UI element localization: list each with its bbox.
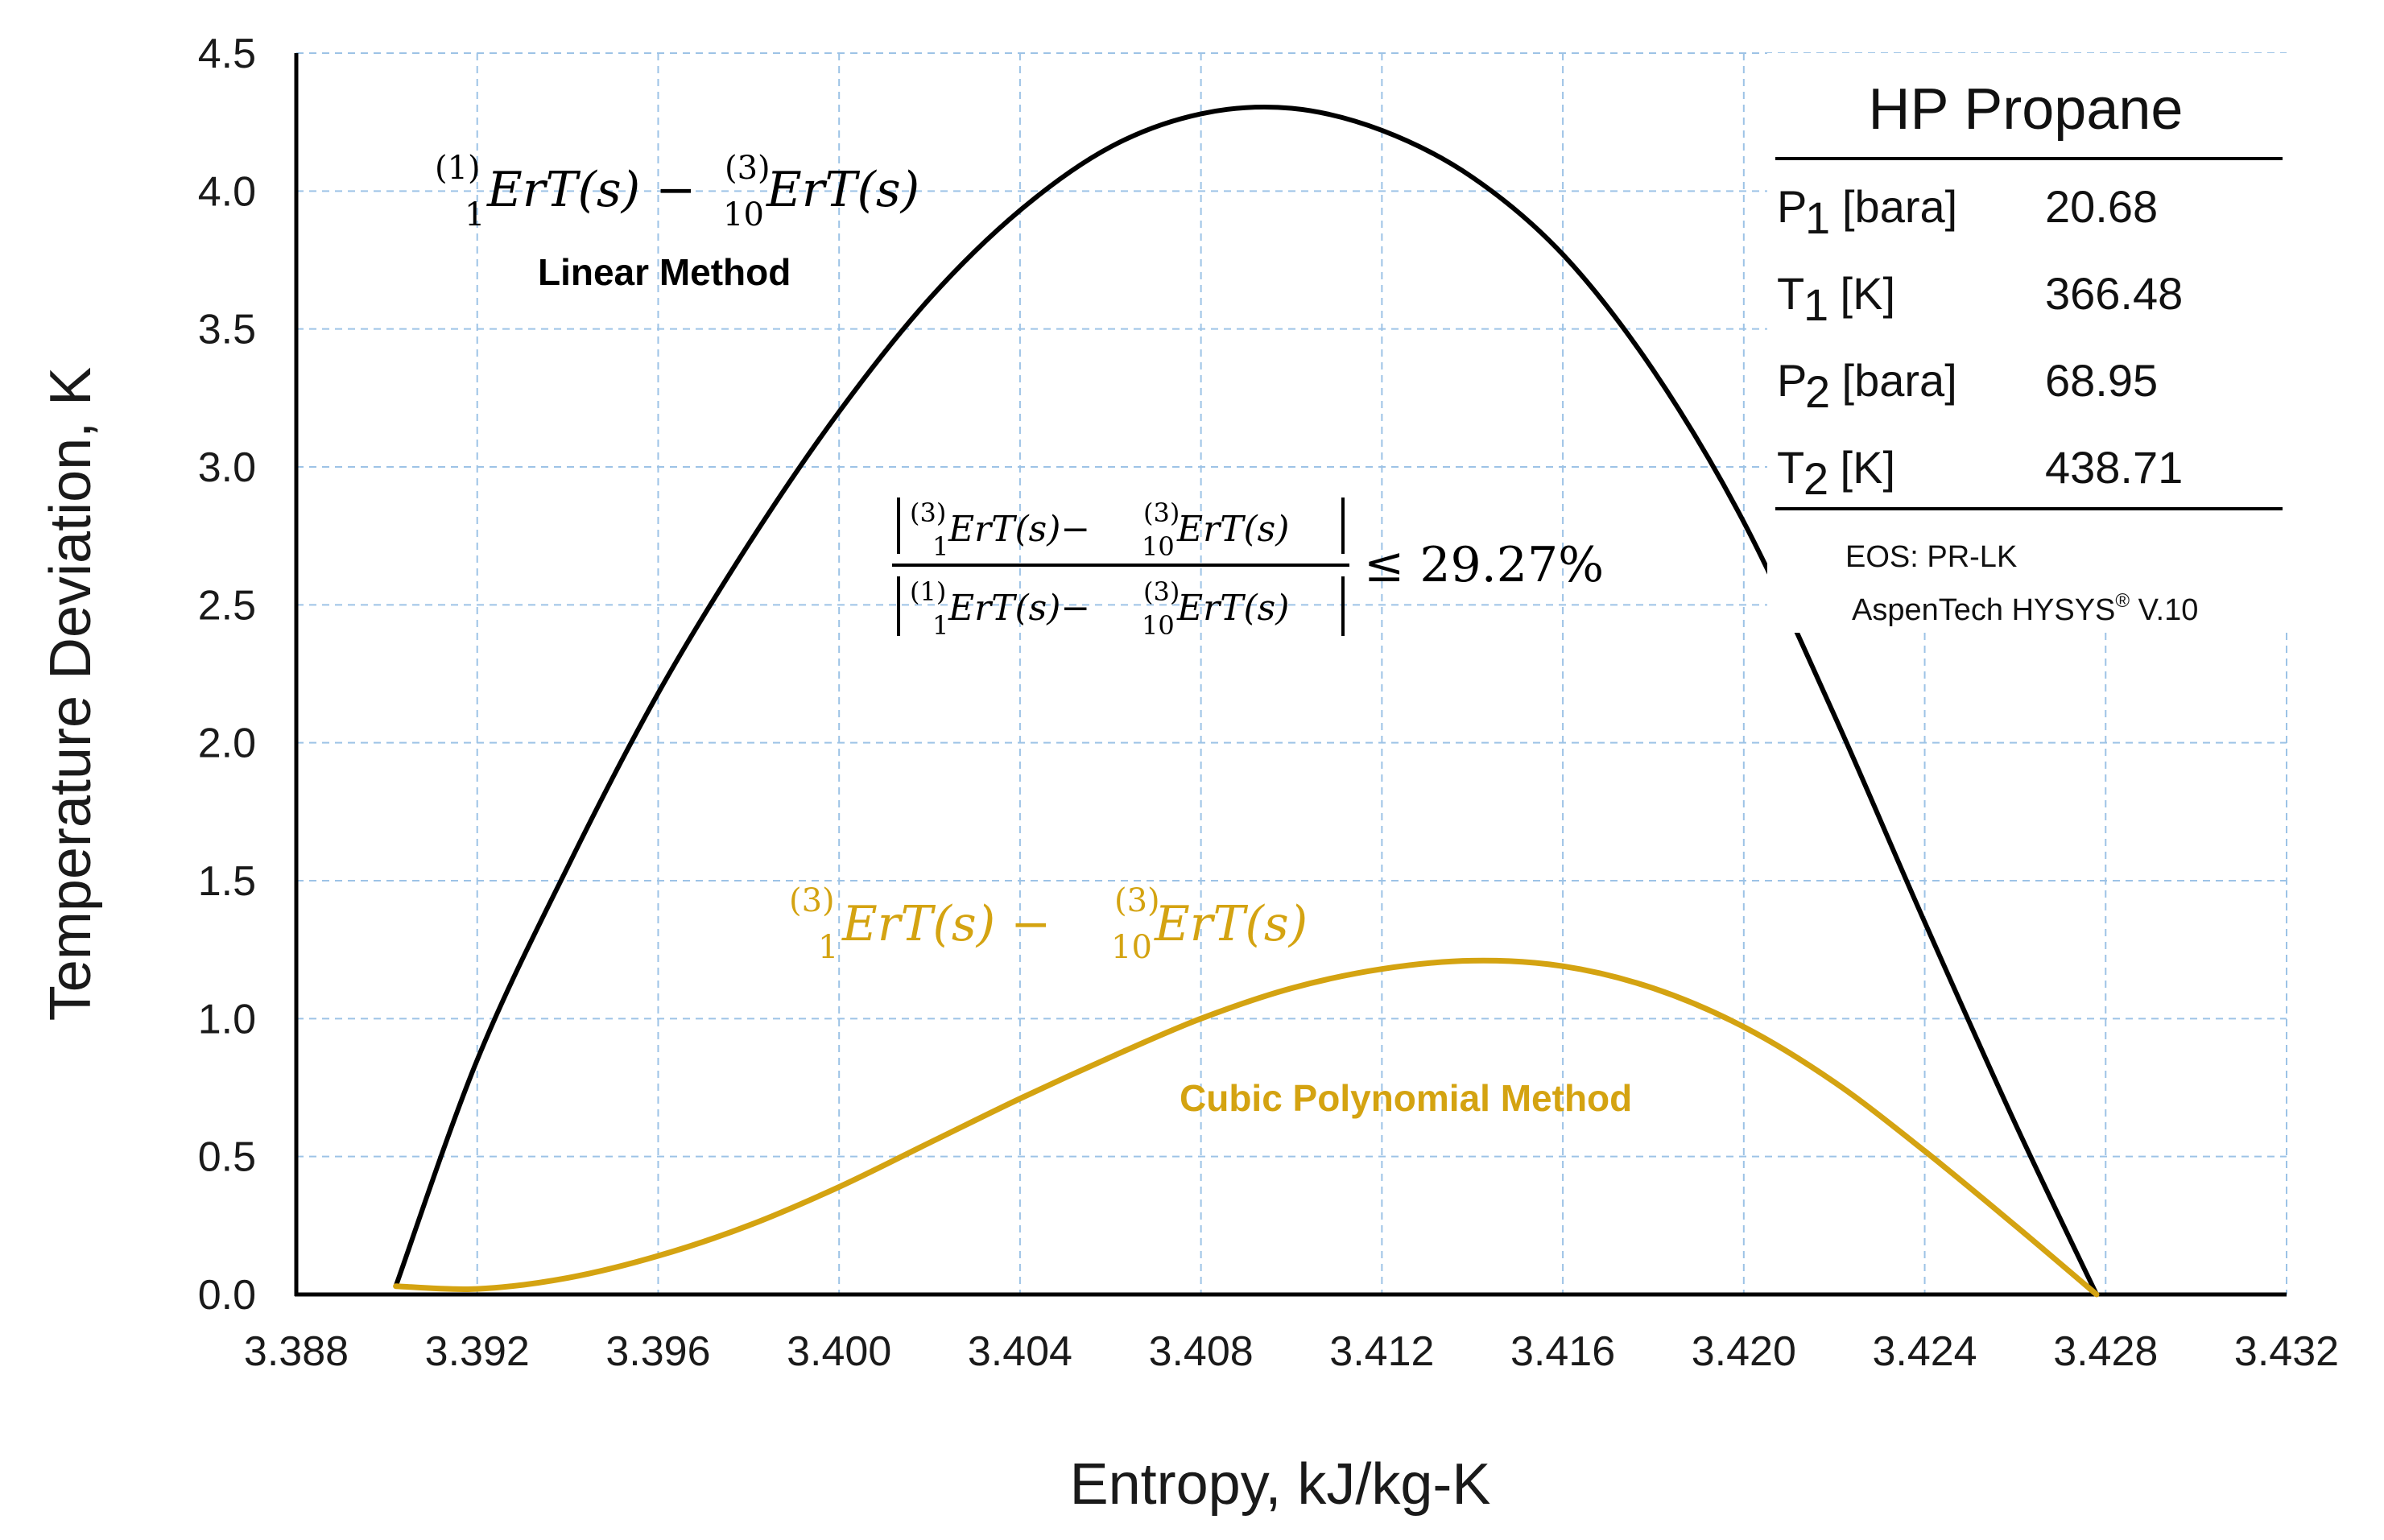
ratio-num-body1: ErT(s)− [948,509,1090,550]
x-tick-label: 3.404 [968,1328,1072,1375]
info-row-p1-unit: [bara] [1842,181,1957,232]
ratio-den-sub1: 1 [932,610,948,641]
y-tick-label: 0.0 [198,1272,256,1319]
info-row-p1: P 1 [bara] 20.68 [1777,181,2158,243]
ratio-expression: (3) 1 ErT(s)− (3) 10 ErT(s) (1) 1 ErT(s)… [892,498,1604,641]
svg-text:(1): (1) [435,150,481,187]
y-tick-label: 3.0 [198,444,256,491]
ratio-num-sub1: 1 [932,531,948,562]
ratio-den-sup1: (1) [910,576,946,607]
info-row-t2-sym: T [1777,442,1804,493]
ratio-num-sub2: 10 [1142,531,1175,562]
cubic-method-label: Cubic Polynomial Method [1180,1077,1632,1119]
y-tick-label: 2.5 [198,582,256,629]
linear-expr-sup1: (1) [435,150,481,187]
svg-text:P: P [1777,181,1807,232]
linear-method-label: Linear Method [538,251,791,293]
cubic-expr-body1: ErT(s) − [841,896,1051,952]
info-row-t1-unit: [K] [1828,268,1895,319]
x-tick-label: 3.400 [787,1328,891,1375]
ratio-num-sup1: (3) [910,498,946,528]
cubic-expr-sup2: (3) [1114,882,1160,919]
info-box-software-name: AspenTech HYSYS [1852,593,2115,627]
info-box: HP Propane P 1 [bara] 20.68 T 1 [K] 366.… [1767,53,2295,633]
y-tick-label: 1.0 [198,996,256,1042]
x-tick-label: 3.416 [1510,1328,1615,1375]
ratio-den-sub2: 10 [1142,610,1175,641]
info-row-t2-sub: 2 [1803,453,1828,504]
series-line-cubic [393,957,2100,1298]
y-tick-labels: 0.0 0.5 1.0 1.5 2.0 2.5 3.0 3.5 4.0 4.5 [198,31,256,1319]
info-box-software-mark: ® [2115,590,2130,612]
cubic-expr-sub2: 10 [1111,929,1152,966]
info-box-background [1767,53,2295,633]
x-tick-labels: 3.388 3.392 3.396 3.400 3.404 3.408 3.412 3.416… [244,1328,2339,1375]
linear-expr-sub2: 10 [723,196,764,233]
info-box-software: AspenTech HYSYS® V.10 [1852,590,2198,627]
series-lines [393,104,2100,1298]
x-tick-label: 3.392 [425,1328,530,1375]
info-row-p1-sub: 1 [1805,192,1830,243]
cubic-expr-sub1: 1 [818,929,838,966]
info-row-p1-sym: P [1777,181,1807,232]
info-row-p2-unit: [bara] [1829,355,1957,406]
info-box-software-version: V.10 [2130,593,2198,627]
x-tick-label: 3.396 [605,1328,710,1375]
linear-expr-sup2: (3) [725,150,771,187]
info-row-t1-sym: T [1777,268,1804,319]
ratio-den-body1: ErT(s)− [948,588,1090,629]
linear-expr-body2: ErT(s) [766,162,919,218]
cubic-expr-body2: ErT(s) [1154,896,1308,952]
info-box-title: HP Propane [1869,77,2184,142]
info-row-p2-value: 68.95 [2045,355,2158,406]
x-tick-label: 3.424 [1872,1328,1977,1375]
series-line-linear [393,104,2099,1297]
info-row-p2: P 2 [bara] 68.95 [1777,355,2158,417]
info-row-t2-unit: [K] [1828,442,1895,493]
y-tick-label: 3.5 [198,307,256,353]
y-tick-label: 4.5 [198,31,256,77]
y-axis-title: Temperature Deviation, K [39,367,103,1021]
ratio-den-sup2: (3) [1143,576,1180,607]
info-row-t2-value: 438.71 [2045,442,2183,493]
x-tick-label: 3.432 [2234,1328,2339,1375]
info-row-t1-value: 366.48 [2045,268,2183,319]
ratio-num-sup2: (3) [1143,498,1180,528]
info-row-t1: T 1 [K] 366.48 [1777,268,2183,330]
cubic-expr-sup1: (3) [789,882,835,919]
info-row-p2-sub: 2 [1805,366,1830,417]
linear-expr-sub1: 1 [465,196,485,233]
y-tick-label: 1.5 [198,858,256,905]
info-row-t2: T 2 [K] 438.71 [1777,442,2183,504]
ratio-den-body2: ErT(s) [1176,588,1289,629]
x-tick-label: 3.420 [1692,1328,1796,1375]
x-tick-label: 3.412 [1329,1328,1434,1375]
x-tick-label: 3.428 [2053,1328,2158,1375]
y-tick-label: 2.0 [198,720,256,767]
info-row-t1-sub: 1 [1803,279,1828,330]
ratio-value: ≤ 29.27% [1364,537,1604,593]
ratio-num-body2: ErT(s) [1176,509,1289,550]
info-row-p1-value: 20.68 [2045,181,2158,232]
info-row-p2-sym: P [1777,355,1807,406]
y-tick-label: 4.0 [198,168,256,215]
cubic-expression: (3) 1 ErT(s) − (3) 10 ErT(s) [789,882,1308,966]
linear-expr-body1: ErT(s) − [486,162,696,218]
x-tick-label: 3.408 [1149,1328,1254,1375]
info-box-eos: EOS: PR-LK [1845,540,2017,574]
linear-expression: (1) 1 ErT(s) − (3) 10 ErT(s) [435,150,919,233]
x-axis-title: Entropy, kJ/kg-K [1070,1452,1491,1517]
y-tick-label: 0.5 [198,1134,256,1181]
axes [294,53,2287,1297]
x-tick-label: 3.388 [244,1328,349,1375]
